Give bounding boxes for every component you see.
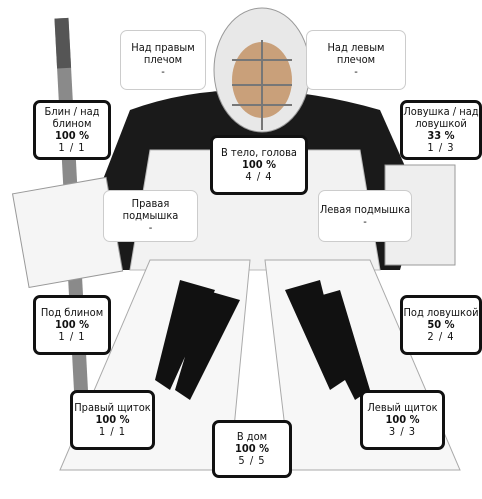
zone-count: 4 / 4	[245, 171, 272, 183]
zone-count: 1 / 1	[58, 331, 85, 343]
zone-count: 3 / 3	[389, 426, 416, 438]
zone-label: Блин / над блином	[36, 106, 108, 130]
zone-value: -	[149, 222, 153, 234]
zone-label: Над левым плечом	[307, 42, 405, 66]
zone-label: Правая подмышка	[104, 198, 197, 222]
zone-count: 5 / 5	[238, 455, 265, 467]
zone-count: 1 / 1	[58, 142, 85, 154]
zone-box: Над правым плечом-	[120, 30, 206, 90]
zone-count: 1 / 3	[427, 142, 454, 154]
zone-box: Правая подмышка-	[103, 190, 198, 242]
zone-value: -	[363, 216, 367, 228]
zone-label: Над правым плечом	[121, 42, 205, 66]
zone-box: Над левым плечом-	[306, 30, 406, 90]
zone-value: -	[161, 66, 165, 78]
zone-count: 2 / 4	[427, 331, 454, 343]
goalie-shot-map: Над правым плечом-Над левым плечом-Блин …	[0, 0, 482, 499]
zone-count: 1 / 1	[99, 426, 126, 438]
zone-value: -	[354, 66, 358, 78]
zone-box: Левая подмышка-	[318, 190, 412, 242]
zone-label: Ловушка / над ловушкой	[403, 106, 479, 130]
